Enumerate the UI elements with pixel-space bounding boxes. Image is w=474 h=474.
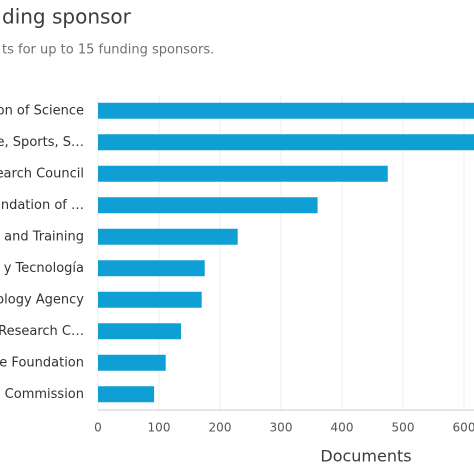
y-tick-label: and Training [4, 229, 84, 244]
x-tick-label: 500 [392, 421, 415, 435]
bar [98, 323, 181, 340]
chart-subtitle: ts for up to 15 funding sponsors. [2, 43, 214, 58]
x-tick-label: 100 [148, 421, 171, 435]
y-tick-label: e Foundation [0, 355, 84, 370]
y-tick-label: ndation of … [1, 198, 84, 213]
y-tick-label: ology Agency [0, 292, 84, 307]
x-tick-label: 0 [94, 421, 102, 435]
x-tick-label: 600 [453, 421, 474, 435]
bar [98, 260, 205, 277]
bar [98, 228, 238, 245]
y-tick-label: y Tecnología [4, 261, 84, 276]
x-tick-label: 300 [270, 421, 293, 435]
chart-title: ding sponsor [2, 5, 132, 29]
y-tick-label: on of Science [0, 103, 84, 118]
y-tick-label: earch Council [0, 166, 84, 181]
bar [98, 197, 318, 214]
y-tick-label: Commission [5, 387, 84, 402]
bar [98, 291, 202, 308]
bar [98, 386, 155, 403]
bar [98, 102, 474, 119]
x-tick-label: 200 [209, 421, 232, 435]
x-axis-label: Documents [320, 447, 411, 466]
bar [98, 134, 474, 151]
x-tick-label: 400 [331, 421, 354, 435]
bar [98, 354, 166, 371]
y-tick-label: e, Sports, S… [0, 135, 84, 150]
y-tick-label: Research C… [0, 324, 84, 339]
bar [98, 165, 388, 182]
